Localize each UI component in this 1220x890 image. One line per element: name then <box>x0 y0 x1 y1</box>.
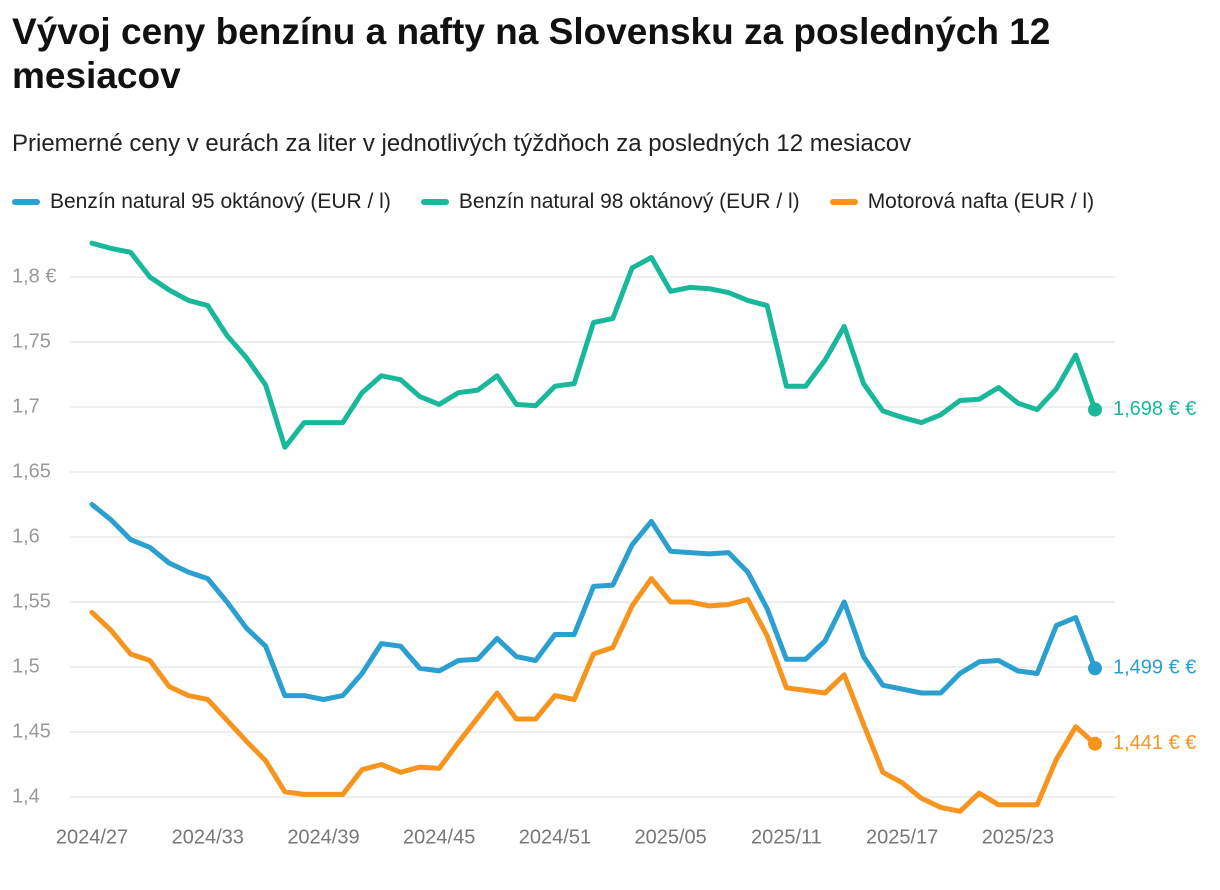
end-point <box>1088 402 1102 417</box>
x-tick-label: 2024/27 <box>56 826 128 848</box>
legend-label: Benzín natural 98 oktánový (EUR / l) <box>458 190 800 213</box>
y-tick-label: 1,8 € <box>12 265 56 287</box>
y-tick-label: 1,6 <box>12 525 40 547</box>
x-tick-label: 2024/39 <box>287 826 359 848</box>
end-point <box>1088 736 1102 751</box>
legend-swatch <box>829 199 858 205</box>
legend-label: Motorová nafta (EUR / l) <box>867 190 1095 213</box>
end-point <box>1088 661 1102 676</box>
value-label: 1,499 € € <box>1113 657 1196 679</box>
y-tick-label: 1,4 <box>12 785 40 807</box>
legend-item: Benzín natural 95 oktánový (EUR / l) <box>12 190 391 214</box>
x-tick-label: 2024/33 <box>172 826 244 848</box>
y-tick-label: 1,65 <box>12 460 51 482</box>
series-line <box>89 502 1098 702</box>
series-line <box>89 240 1098 450</box>
value-label: 1,441 € € <box>1113 732 1196 754</box>
y-tick-label: 1,55 <box>12 590 51 612</box>
legend-swatch <box>12 199 40 205</box>
y-tick-label: 1,5 <box>12 655 40 677</box>
x-tick-label: 2025/11 <box>751 826 822 848</box>
x-tick-label: 2025/05 <box>635 826 707 848</box>
value-label: 1,698 € € <box>1113 398 1196 420</box>
x-tick-label: 2025/23 <box>982 826 1054 848</box>
x-tick-label: 2025/17 <box>866 826 938 848</box>
legend: Benzín natural 95 oktánový (EUR / l) Benz… <box>12 190 1094 214</box>
chart-subtitle: Priemerné ceny v eurách za liter v jedno… <box>12 130 912 157</box>
y-tick-label: 1,75 <box>12 330 51 352</box>
series-line <box>89 576 1098 814</box>
y-tick-label: 1,7 <box>12 395 40 417</box>
x-tick-label: 2024/45 <box>403 826 475 848</box>
legend-swatch <box>420 199 449 205</box>
y-tick-label: 1,45 <box>12 720 51 742</box>
legend-item: Benzín natural 98 oktánový (EUR / l) <box>420 190 800 214</box>
chart-title: Vývoj ceny benzínu a nafty na Slovensku … <box>12 11 1051 96</box>
x-tick-label: 2024/51 <box>519 826 591 848</box>
legend-label: Benzín natural 95 oktánový (EUR / l) <box>50 190 391 213</box>
legend-item: Motorová nafta (EUR / l) <box>829 190 1095 214</box>
